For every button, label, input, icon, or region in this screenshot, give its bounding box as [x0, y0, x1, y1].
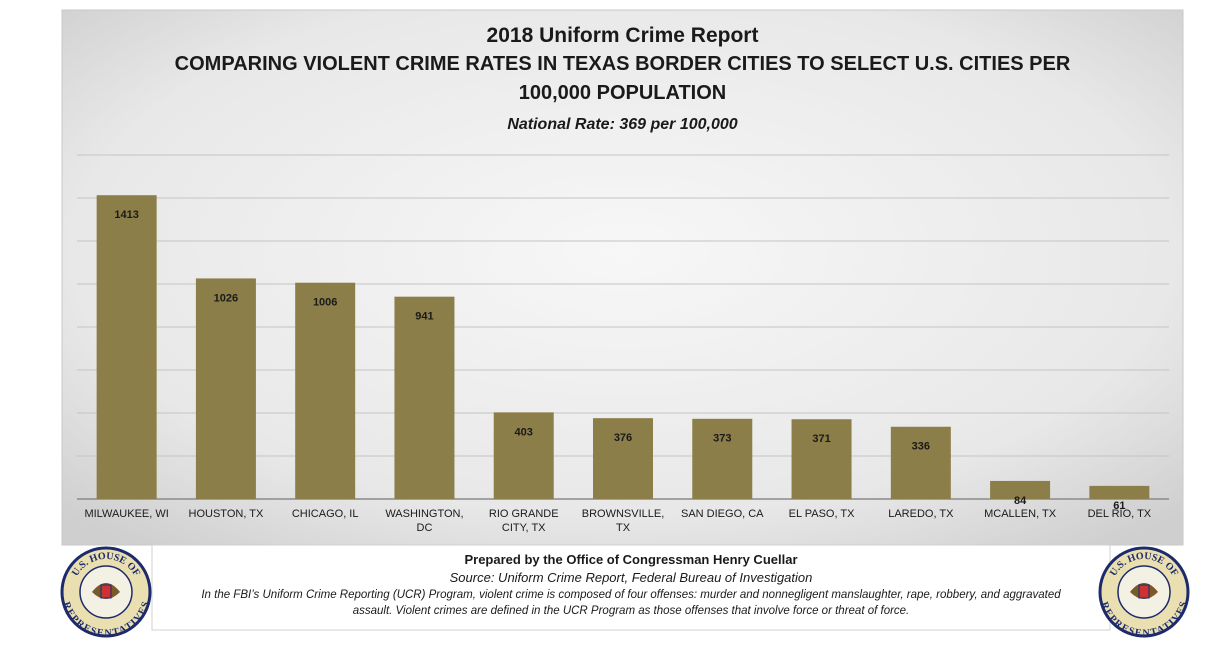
x-tick-label: RIO GRANDE CITY, TX: [488, 508, 559, 534]
annotation: National Rate: 369 per 100,000: [507, 116, 738, 133]
data-label: 61: [1113, 500, 1125, 512]
bar: [890, 426, 951, 499]
chart-subtitle: 100,000 POPULATION: [518, 82, 727, 104]
data-label: 1026: [214, 292, 238, 304]
data-label: 1413: [114, 209, 138, 221]
data-label: 84: [1014, 495, 1027, 507]
x-tick-label: BROWNSVILLE, TX: [581, 508, 665, 534]
x-tick-label: WASHINGTON, DC: [385, 508, 464, 534]
x-tick-label: LAREDO, TX: [888, 508, 954, 520]
bar: [791, 419, 852, 499]
x-tick-label: EL PASO, TX: [788, 508, 855, 520]
bar: [1089, 485, 1150, 499]
bar: [692, 418, 753, 499]
data-label: 373: [713, 433, 731, 445]
bar: [493, 412, 554, 499]
footer-box: [151, 544, 1111, 631]
data-label: 941: [415, 311, 433, 323]
footer-prepared-by: Prepared by the Office of Congressman He…: [464, 552, 798, 567]
x-tick-label: MCALLEN, TX: [984, 508, 1057, 520]
bar: [990, 480, 1051, 499]
bar: [96, 195, 157, 499]
x-tick-label: CHICAGO, IL: [291, 508, 359, 520]
footer-source: Source: Uniform Crime Report, Federal Bu…: [449, 570, 813, 585]
x-tick-label: SAN DIEGO, CA: [681, 508, 764, 520]
x-tick-label: MILWAUKEE, WI: [84, 508, 169, 520]
bar: [195, 278, 256, 499]
bar: [593, 418, 653, 499]
chart-title: 2018 Uniform Crime Report: [486, 24, 759, 47]
seal-right: U.S. HOUSE OF REPRESENTATIVES: [1098, 546, 1190, 639]
bar: [394, 296, 455, 499]
footer-note: assault. Violent crimes are defined in t…: [352, 605, 910, 617]
data-label: 336: [912, 441, 930, 453]
chart-subtitle: COMPARING VIOLENT CRIME RATES IN TEXAS B…: [174, 53, 1071, 75]
data-label: 1006: [313, 297, 337, 309]
data-label: 371: [812, 433, 830, 445]
seal-shield: [1138, 584, 1150, 599]
bar: [295, 282, 356, 499]
data-label: 376: [614, 432, 632, 444]
x-tick-label: HOUSTON, TX: [188, 508, 264, 520]
seal-shield: [100, 584, 112, 599]
data-label: 403: [515, 426, 533, 438]
x-tick-label: DEL RIO, TX: [1087, 508, 1152, 520]
footer-note: In the FBI’s Uniform Crime Reporting (UC…: [201, 589, 1061, 601]
seal-left: U.S. HOUSE OF REPRESENTATIVES: [60, 546, 152, 639]
